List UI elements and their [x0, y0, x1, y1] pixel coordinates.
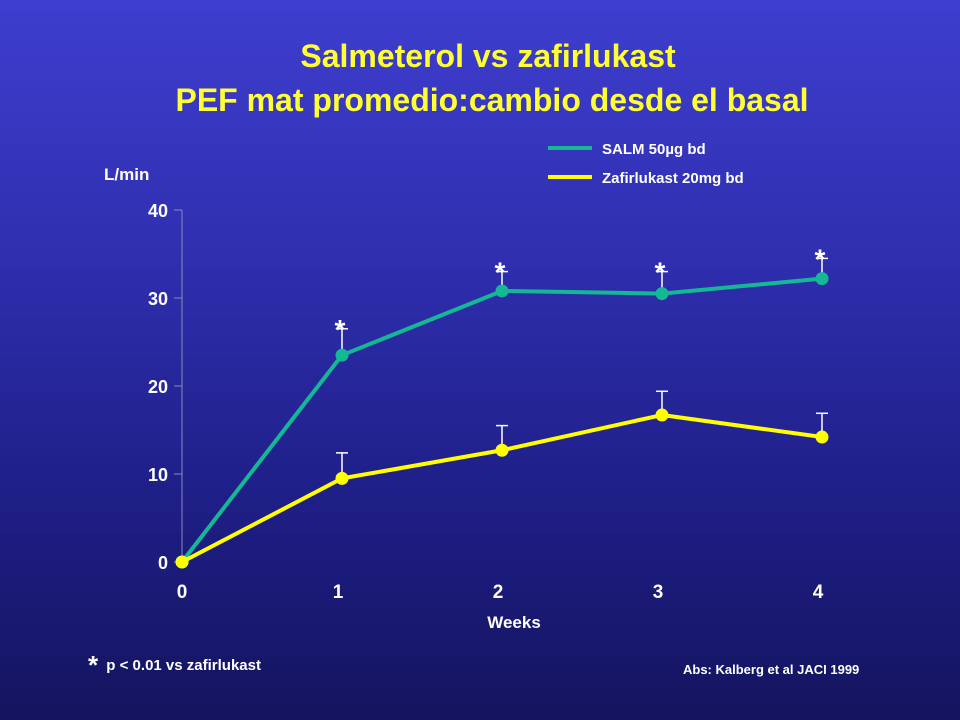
x-tick-label-0: 0	[177, 582, 188, 603]
significance-footnote: * p < 0.01 vs zafirlukast	[88, 650, 261, 681]
data-point-s1-p1	[335, 471, 349, 485]
data-point-s1-p4	[815, 430, 829, 444]
chart-title-line1: Salmeterol vs zafirlukast	[300, 38, 676, 74]
legend-label-0: SALM 50µg bd	[602, 141, 706, 158]
data-point-s0-p1	[335, 348, 349, 362]
x-tick-label-3: 3	[653, 582, 664, 603]
x-tick-label-4: 4	[813, 582, 824, 603]
significance-star-p2: *	[495, 257, 506, 288]
significance-star-p1: *	[335, 314, 346, 345]
y-tick-label-20: 20	[148, 377, 168, 397]
data-point-s1-p0	[175, 555, 189, 569]
series-line-0	[180, 276, 823, 564]
y-tick-label-0: 0	[158, 553, 168, 573]
y-tick-label-10: 10	[148, 465, 168, 485]
data-point-s0-p4	[815, 272, 829, 286]
footnote-text: p < 0.01 vs zafirlukast	[106, 657, 261, 674]
x-tick-label-2: 2	[493, 582, 504, 603]
legend-label-1: Zafirlukast 20mg bd	[602, 170, 744, 187]
data-point-s0-p2	[495, 284, 509, 298]
chart-title-line2: PEF mat promedio:cambio desde el basal	[175, 82, 809, 118]
y-tick-label-30: 30	[148, 289, 168, 309]
source-citation: Abs: Kalberg et al JACI 1999	[683, 662, 860, 677]
x-tick-label-1: 1	[333, 582, 344, 603]
footnote-star: *	[88, 650, 99, 680]
significance-star-p3: *	[655, 257, 666, 288]
data-point-s1-p3	[655, 408, 669, 422]
data-point-s0-p3	[655, 287, 669, 301]
x-axis-label: Weeks	[487, 613, 541, 632]
significance-star-p4: *	[815, 243, 826, 274]
y-axis-label: L/min	[104, 165, 149, 184]
y-tick-label-40: 40	[148, 201, 168, 221]
data-point-s1-p2	[495, 443, 509, 457]
